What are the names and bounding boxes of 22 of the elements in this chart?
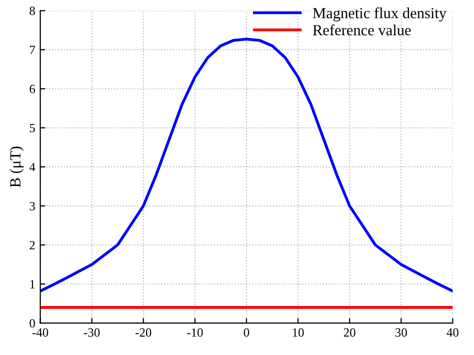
x-tick-label: -40	[32, 328, 48, 337]
y-tick-label: 5	[30, 124, 35, 132]
x-tick-label: 30	[395, 328, 407, 337]
x-tick-label: 10	[292, 328, 304, 337]
y-tick-label: 4	[29, 162, 36, 172]
y-tick-label: 8	[30, 6, 35, 16]
x-tick-label: 40	[446, 328, 458, 337]
x-tick-label: 20	[344, 328, 356, 337]
line-series	[40, 38, 453, 292]
x-tick-label: -10	[187, 328, 203, 337]
y-tick-label: 7	[30, 46, 36, 54]
y-axis-title: B (μT)	[10, 146, 24, 188]
y-tick-label: 2	[30, 241, 35, 250]
y-tick-label: 3	[30, 202, 35, 210]
y-tick-label: 0	[30, 319, 35, 328]
y-tick-label: 1	[30, 280, 35, 288]
x-tick-label: 0	[244, 328, 250, 337]
y-tick-label: 6	[30, 84, 36, 94]
x-tick-label: -20	[136, 328, 152, 337]
legend-label: Reference value	[312, 24, 411, 36]
x-tick-label: -30	[84, 328, 100, 337]
legend-label: Magnetic flux density	[312, 7, 446, 22]
